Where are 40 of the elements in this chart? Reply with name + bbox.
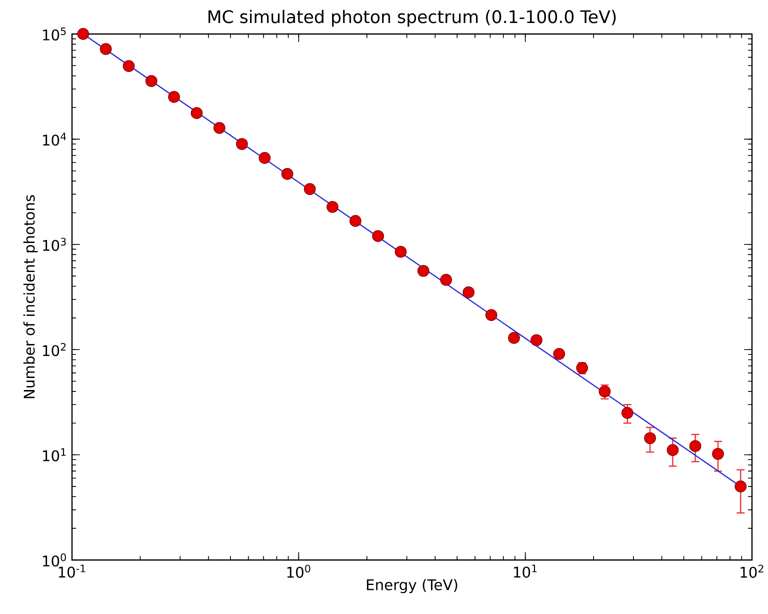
point	[530, 334, 542, 346]
point	[734, 480, 747, 492]
point	[349, 215, 362, 227]
x-tick-label: 10$^{2}$	[740, 564, 764, 578]
point	[122, 60, 135, 72]
point	[213, 122, 226, 134]
point	[666, 444, 679, 456]
x-tick-label: 10$^{1}$	[514, 564, 537, 578]
point	[372, 230, 384, 242]
x-axis-title: Energy (TeV)	[366, 578, 458, 594]
point	[190, 107, 203, 120]
y-tick-label: 10$^{5}$	[43, 27, 66, 40]
point	[440, 274, 452, 286]
point	[145, 75, 158, 87]
x-tick-label: 10$^{-1}$	[58, 564, 86, 578]
point	[281, 168, 294, 180]
point	[553, 348, 566, 360]
point	[508, 332, 520, 344]
y-tick-label: 10$^{1}$	[43, 448, 66, 462]
y-axis-title: Number of incident photons	[23, 195, 38, 398]
point	[417, 264, 430, 277]
point	[712, 448, 724, 460]
point	[77, 28, 90, 40]
chart-title: MC simulated photon spectrum (0.1-100.0 TeV)	[208, 10, 616, 27]
y-tick-label: 10$^{2}$	[43, 343, 66, 356]
point	[304, 183, 316, 195]
point	[236, 138, 248, 150]
x-tick-label: 10$^{0}$	[287, 564, 310, 578]
point	[485, 309, 498, 321]
point	[100, 43, 112, 55]
point	[168, 91, 180, 103]
point	[462, 286, 475, 298]
point	[326, 201, 338, 213]
point	[394, 246, 407, 258]
point	[258, 152, 271, 164]
point	[689, 440, 702, 452]
point	[644, 432, 656, 444]
y-tick-label: 10$^{3}$	[43, 238, 66, 251]
y-tick-label: 10$^{0}$	[43, 553, 66, 567]
y-tick-label: 10$^{4}$	[43, 132, 66, 146]
